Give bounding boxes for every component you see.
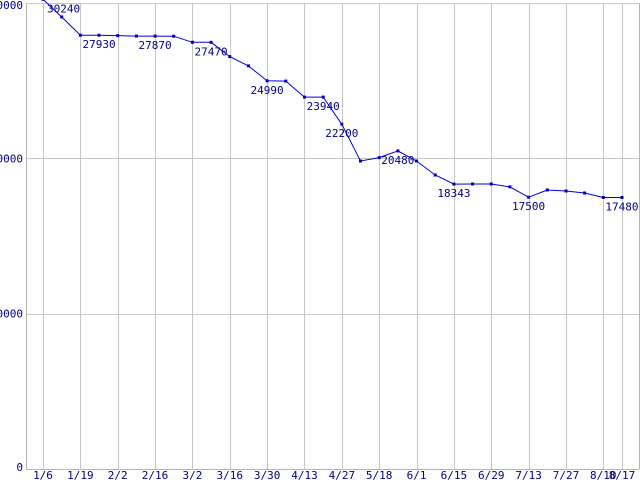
data-point-marker xyxy=(172,34,176,38)
x-tick-label: 2/16 xyxy=(142,469,169,480)
x-tick-label: 6/15 xyxy=(441,469,468,480)
data-point-marker xyxy=(190,40,194,44)
price-line xyxy=(43,0,622,198)
data-point-label: 18343 xyxy=(437,187,470,200)
data-point-label: 30240 xyxy=(47,2,80,15)
data-point-marker xyxy=(415,159,418,163)
data-point-label: 27930 xyxy=(82,38,115,51)
x-tick-label: 7/27 xyxy=(553,469,580,480)
x-tick-label: 4/13 xyxy=(291,469,318,480)
x-tick-label: 3/30 xyxy=(254,469,281,480)
x-tick-label: 3/2 xyxy=(182,469,202,480)
data-point-marker xyxy=(134,34,138,38)
data-point-label: 24990 xyxy=(251,84,284,97)
data-point-marker xyxy=(246,64,250,68)
data-point-marker xyxy=(527,195,531,199)
data-point-marker xyxy=(583,191,587,195)
data-point-label: 17500 xyxy=(512,200,545,213)
data-point-marker xyxy=(340,122,344,126)
x-tick-label: 1/6 xyxy=(33,469,53,480)
y-tick-label: 20000 xyxy=(0,152,23,165)
data-point-marker xyxy=(60,15,64,19)
data-point-label: 22200 xyxy=(325,127,358,140)
data-point-marker xyxy=(508,185,512,189)
data-point-marker xyxy=(396,149,400,153)
data-point-marker xyxy=(153,34,157,38)
data-point-marker xyxy=(377,156,381,160)
data-point-marker xyxy=(452,182,456,186)
x-tick-label: 7/13 xyxy=(515,469,542,480)
x-tick-label: 8/17 xyxy=(609,469,636,480)
data-point-marker xyxy=(489,182,493,186)
x-tick-label: 5/18 xyxy=(366,469,393,480)
data-point-marker xyxy=(284,79,288,83)
data-point-marker xyxy=(265,79,269,83)
data-point-marker xyxy=(433,173,437,177)
x-tick-label: 6/1 xyxy=(407,469,427,480)
data-point-label: 17480 xyxy=(605,200,638,213)
data-point-marker xyxy=(471,182,475,186)
data-point-label: 27470 xyxy=(195,45,228,58)
x-tick-label: 3/16 xyxy=(217,469,244,480)
data-point-marker xyxy=(116,34,120,38)
y-tick-label: 30000 xyxy=(0,0,23,12)
data-point-label: 23940 xyxy=(307,100,340,113)
data-point-marker xyxy=(303,95,306,99)
data-point-marker xyxy=(41,0,45,1)
x-tick-label: 2/2 xyxy=(108,469,128,480)
y-tick-label: 10000 xyxy=(0,308,23,321)
data-point-marker xyxy=(97,33,101,37)
y-tick-label: 0 xyxy=(16,461,23,474)
data-point-label: 27870 xyxy=(138,39,171,52)
data-point-marker xyxy=(321,95,325,99)
x-tick-label: 8/10 xyxy=(590,469,617,480)
data-point-marker xyxy=(209,40,213,44)
data-point-label: 20480 xyxy=(381,154,414,167)
data-point-marker xyxy=(564,189,568,193)
data-point-marker xyxy=(601,196,605,199)
data-point-marker xyxy=(228,55,232,59)
data-point-marker xyxy=(78,33,82,37)
x-tick-label: 6/29 xyxy=(478,469,505,480)
data-point-marker xyxy=(359,159,362,163)
data-point-marker xyxy=(620,196,624,199)
x-tick-label: 4/27 xyxy=(329,469,356,480)
x-tick-label: 1/19 xyxy=(67,469,94,480)
data-point-marker xyxy=(545,188,549,192)
